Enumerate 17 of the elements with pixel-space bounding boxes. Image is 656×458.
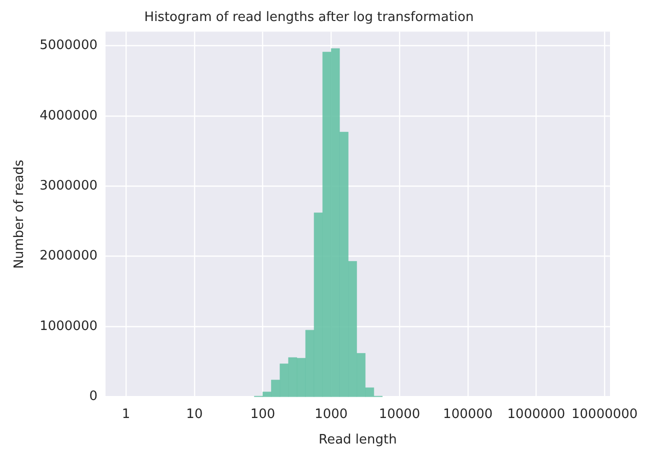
x-tick-label: 100 (250, 406, 276, 422)
chart-title: Histogram of read lengths after log transformation (144, 10, 474, 26)
y-axis-title: Number of reads (12, 159, 28, 269)
y-tick-label: 0 (89, 389, 98, 404)
y-tick-label: 5000000 (40, 38, 98, 54)
x-axis-title: Read length (318, 432, 397, 448)
x-tick-label: 100000 (443, 406, 493, 422)
x-tick-label: 10000000 (572, 406, 638, 422)
x-tick-label: 1000000 (507, 406, 566, 422)
x-tick-label: 10 (186, 406, 203, 422)
x-tick-label: 1000 (314, 406, 348, 422)
y-tick-label: 3000000 (40, 178, 98, 194)
x-tick-label: 1 (122, 406, 130, 422)
y-tick-label: 1000000 (40, 318, 98, 334)
y-tick-label: 2000000 (40, 248, 98, 264)
x-tick-label: 10000 (378, 406, 420, 422)
y-tick-label: 4000000 (40, 108, 98, 124)
